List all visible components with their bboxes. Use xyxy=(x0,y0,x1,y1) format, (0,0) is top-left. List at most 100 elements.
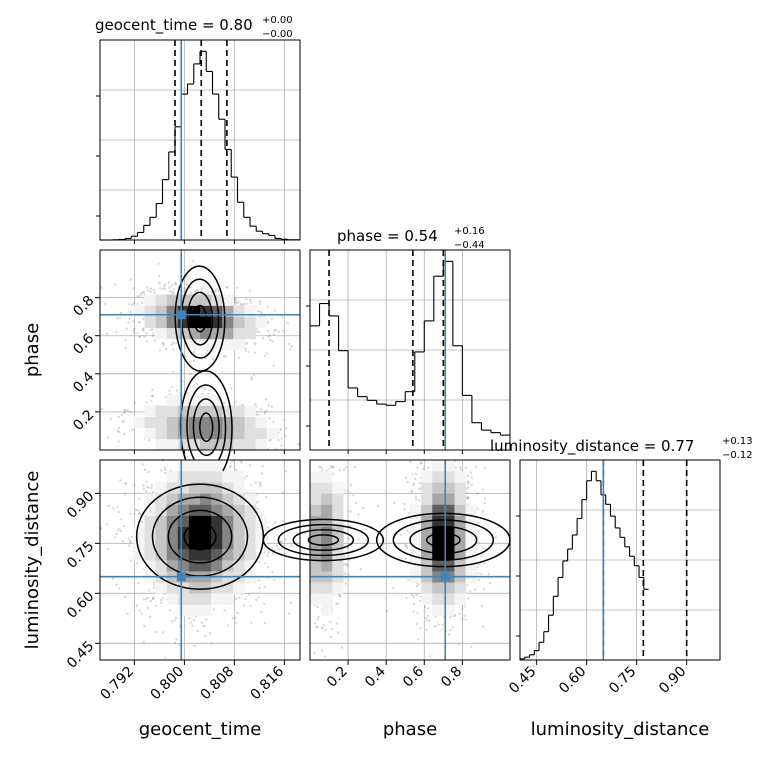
density-cell-2-0-15 xyxy=(310,482,322,494)
sample-point-1-603 xyxy=(133,484,136,487)
sample-point-1-680 xyxy=(135,604,138,607)
sample-point-2-736 xyxy=(346,489,349,493)
sample-point-0-1108 xyxy=(192,350,196,354)
sample-point-0-1093 xyxy=(264,397,268,401)
sample-point-2-608 xyxy=(418,599,422,603)
sample-point-1-163 xyxy=(138,609,141,612)
sample-point-2-708 xyxy=(481,547,485,550)
sample-point-1-340 xyxy=(140,612,143,615)
sample-point-0-184 xyxy=(148,438,151,442)
sample-point-1-815 xyxy=(155,630,158,634)
sample-point-1-183 xyxy=(164,656,167,659)
sample-point-0-1256 xyxy=(234,297,237,300)
sample-point-0-735 xyxy=(117,440,121,443)
density-cell-2-2-10 xyxy=(332,537,344,550)
sample-point-1-959 xyxy=(151,597,154,600)
sample-point-0-1197 xyxy=(224,355,228,358)
density-cell-1-8-15 xyxy=(188,482,201,494)
sample-point-1-1138 xyxy=(275,544,278,548)
sample-point-0-1181 xyxy=(174,281,177,285)
sample-point-2-1093 xyxy=(404,543,407,546)
sample-point-1-1377 xyxy=(234,616,237,620)
sample-point-1-773 xyxy=(271,571,274,574)
sample-point-0-178 xyxy=(217,290,220,293)
sample-point-0-851 xyxy=(153,291,156,295)
sample-point-0-737 xyxy=(189,291,193,294)
sample-point-0-75 xyxy=(175,389,179,392)
sample-point-0-68 xyxy=(269,338,272,342)
sample-point-2-1116 xyxy=(313,622,317,625)
sample-point-1-245 xyxy=(235,469,238,472)
truth-marker-2 xyxy=(440,572,450,582)
sample-point-0-1322 xyxy=(170,343,173,346)
sample-point-2-146 xyxy=(416,611,419,614)
sample-point-0-647 xyxy=(245,342,249,345)
sample-point-2-1398 xyxy=(481,510,485,513)
sample-point-2-504 xyxy=(392,586,395,590)
density-cell-1-12-13 xyxy=(233,504,245,516)
sample-point-1-554 xyxy=(145,485,149,489)
sample-point-0-1170 xyxy=(141,328,145,331)
density-cell-1-8-5 xyxy=(188,593,201,605)
density-cell-2-12-14 xyxy=(443,493,455,505)
density-cell-2-11-14 xyxy=(432,493,444,505)
density-cell-1-13-8 xyxy=(244,560,256,572)
density-cell-1-11-15 xyxy=(222,482,234,494)
sample-point-0-952 xyxy=(124,339,127,342)
density-cell-1-5-11 xyxy=(155,526,167,539)
sample-point-2-899 xyxy=(462,605,466,608)
sample-point-1-756 xyxy=(149,599,153,603)
sample-point-2-219 xyxy=(428,619,431,623)
sample-point-2-852 xyxy=(320,649,324,652)
density-cell-1-3-9 xyxy=(133,548,145,561)
sample-point-0-1245 xyxy=(189,286,192,289)
sample-point-0-633 xyxy=(261,337,265,340)
sample-point-0-772 xyxy=(234,400,237,403)
sample-point-0-98 xyxy=(151,328,154,331)
sample-point-2-332 xyxy=(335,602,338,606)
density-cell-1-5-12 xyxy=(155,515,167,527)
sample-point-0-604 xyxy=(207,392,210,395)
density-cell-0-10-12 xyxy=(211,305,223,317)
density-cell-2-10-11 xyxy=(421,526,433,539)
sample-point-2-1279 xyxy=(478,563,481,566)
sample-point-1-1122 xyxy=(248,464,251,467)
sample-point-1-666 xyxy=(249,604,252,608)
density-cell-1-8-6 xyxy=(188,582,201,594)
sample-point-0-625 xyxy=(263,412,267,415)
density-cell-0-6-3 xyxy=(166,405,179,417)
sample-point-1-645 xyxy=(279,540,283,544)
density-cell-0-11-9 xyxy=(222,338,234,351)
sample-point-0-304 xyxy=(250,377,254,381)
sample-point-0-70 xyxy=(297,443,300,446)
sample-point-0-569 xyxy=(167,281,171,284)
sample-point-0-1151 xyxy=(259,302,262,306)
density-cell-2-1-6 xyxy=(321,582,333,594)
sample-point-0-883 xyxy=(185,282,188,286)
sample-point-0-447 xyxy=(146,289,150,292)
sample-point-0-1398 xyxy=(171,348,175,351)
density-cell-1-8-8 xyxy=(188,560,201,572)
density-cell-1-10-9 xyxy=(211,548,223,561)
density-cell-0-15-1 xyxy=(266,427,279,440)
density-cell-2-0-8 xyxy=(310,560,322,572)
sample-point-1-539 xyxy=(188,617,191,620)
sample-point-0-1251 xyxy=(245,302,248,305)
sample-point-0-11 xyxy=(239,302,242,306)
title-luminosity-distance-upper: +0.13 xyxy=(722,436,753,447)
diag-panel-luminosity_distance xyxy=(519,459,721,661)
sample-point-0-715 xyxy=(170,290,174,294)
density-cell-2-1-5 xyxy=(321,593,333,605)
sample-point-0-827 xyxy=(237,300,240,304)
sample-point-0-581 xyxy=(151,388,154,392)
sample-point-0-826 xyxy=(124,408,127,412)
density-cell-1-4-10 xyxy=(144,537,156,550)
sample-point-0-831 xyxy=(118,426,121,430)
sample-point-0-671 xyxy=(127,302,130,305)
sample-point-0-226 xyxy=(250,301,253,304)
sample-point-2-1126 xyxy=(410,490,414,493)
sample-point-1-845 xyxy=(236,611,239,615)
density-cell-0-9-2 xyxy=(200,416,212,429)
density-cell-0-4-1 xyxy=(144,427,156,440)
density-cell-1-10-13 xyxy=(211,504,223,516)
